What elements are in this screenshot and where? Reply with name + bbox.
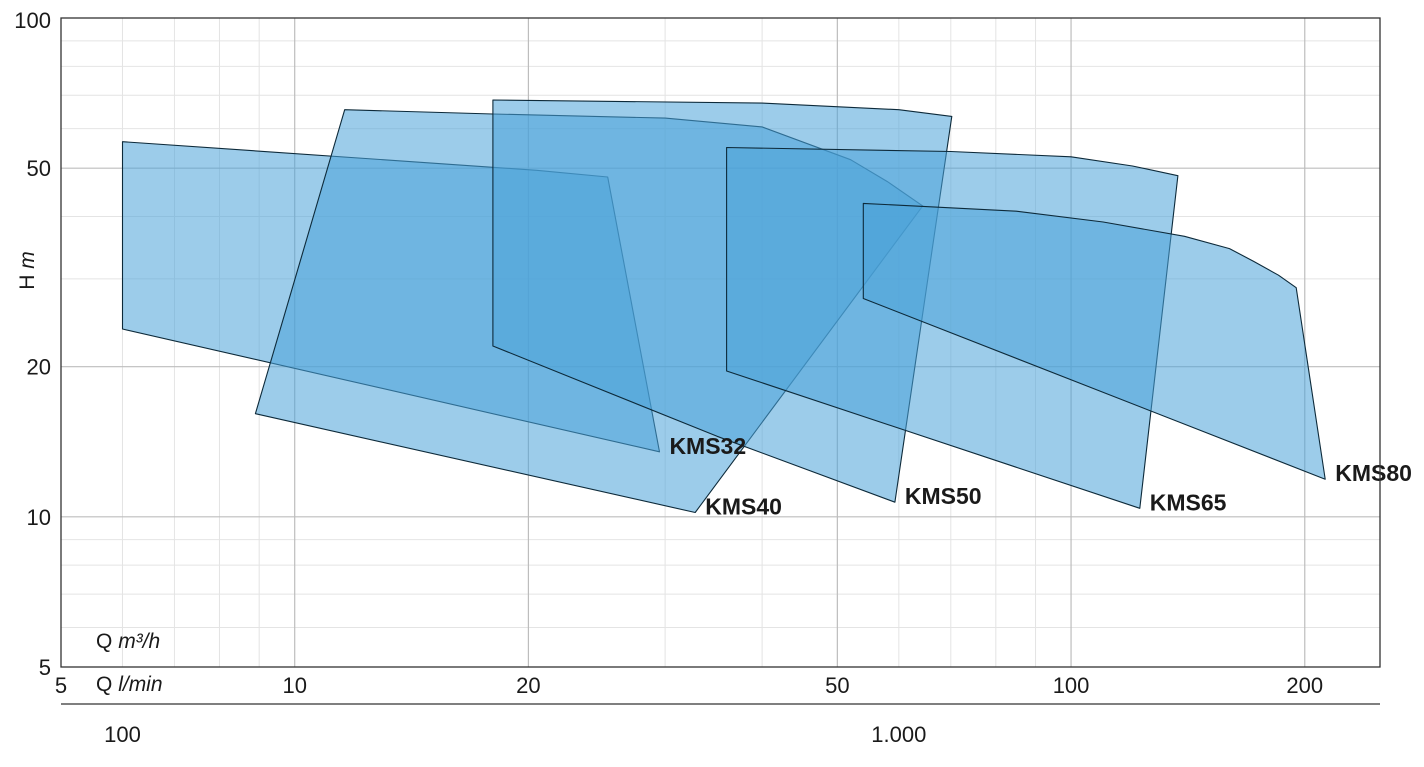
series-label-kms50: KMS50 [905, 483, 982, 509]
region-kms80 [862, 202, 1326, 480]
y-axis-title-unit: m [16, 251, 39, 269]
y-tick-label: 5 [39, 655, 51, 680]
x-tick-label: 200 [1286, 673, 1323, 698]
y-axis-ticks: 5 10 20 50 100 [14, 8, 51, 680]
y-axis-title-main: H [16, 275, 39, 290]
y-tick-label: 10 [27, 505, 51, 530]
plot-frame [60, 17, 1381, 668]
x2-tick-label: 100 [104, 722, 141, 747]
x-tick-label: 50 [825, 673, 849, 698]
x2-tick-label: 1.000 [871, 722, 926, 747]
x-axis-ticks: 5 10 20 50 100 200 [55, 673, 1323, 698]
x2-axis-title-main: Q [96, 673, 112, 696]
y-tick-label: 50 [27, 156, 51, 181]
series-label-kms65: KMS65 [1150, 489, 1227, 515]
series-labels: KMS32 KMS40 KMS50 KMS65 KMS80 [669, 433, 1411, 520]
series-label-kms80: KMS80 [1335, 460, 1412, 486]
series-label-kms40: KMS40 [705, 494, 782, 520]
y-axis-title: H m [16, 251, 39, 290]
x2-axis-title: Q l/min [96, 673, 163, 696]
x-tick-label: 20 [516, 673, 540, 698]
x2-axis-title-unit: l/min [118, 673, 162, 696]
x-tick-label: 5 [55, 673, 67, 698]
x-tick-label: 10 [282, 673, 306, 698]
pump-regions [121, 99, 1326, 514]
series-label-kms32: KMS32 [669, 433, 746, 459]
x-axis-title-unit: m³/h [118, 630, 160, 653]
y-tick-label: 20 [27, 355, 51, 380]
x-tick-label: 100 [1053, 673, 1090, 698]
secondary-x-axis: 100 1.000 [61, 703, 1380, 747]
x-axis-title: Q m³/h [96, 630, 160, 653]
x-axis-title-main: Q [96, 630, 112, 653]
y-tick-label: 100 [14, 8, 51, 33]
